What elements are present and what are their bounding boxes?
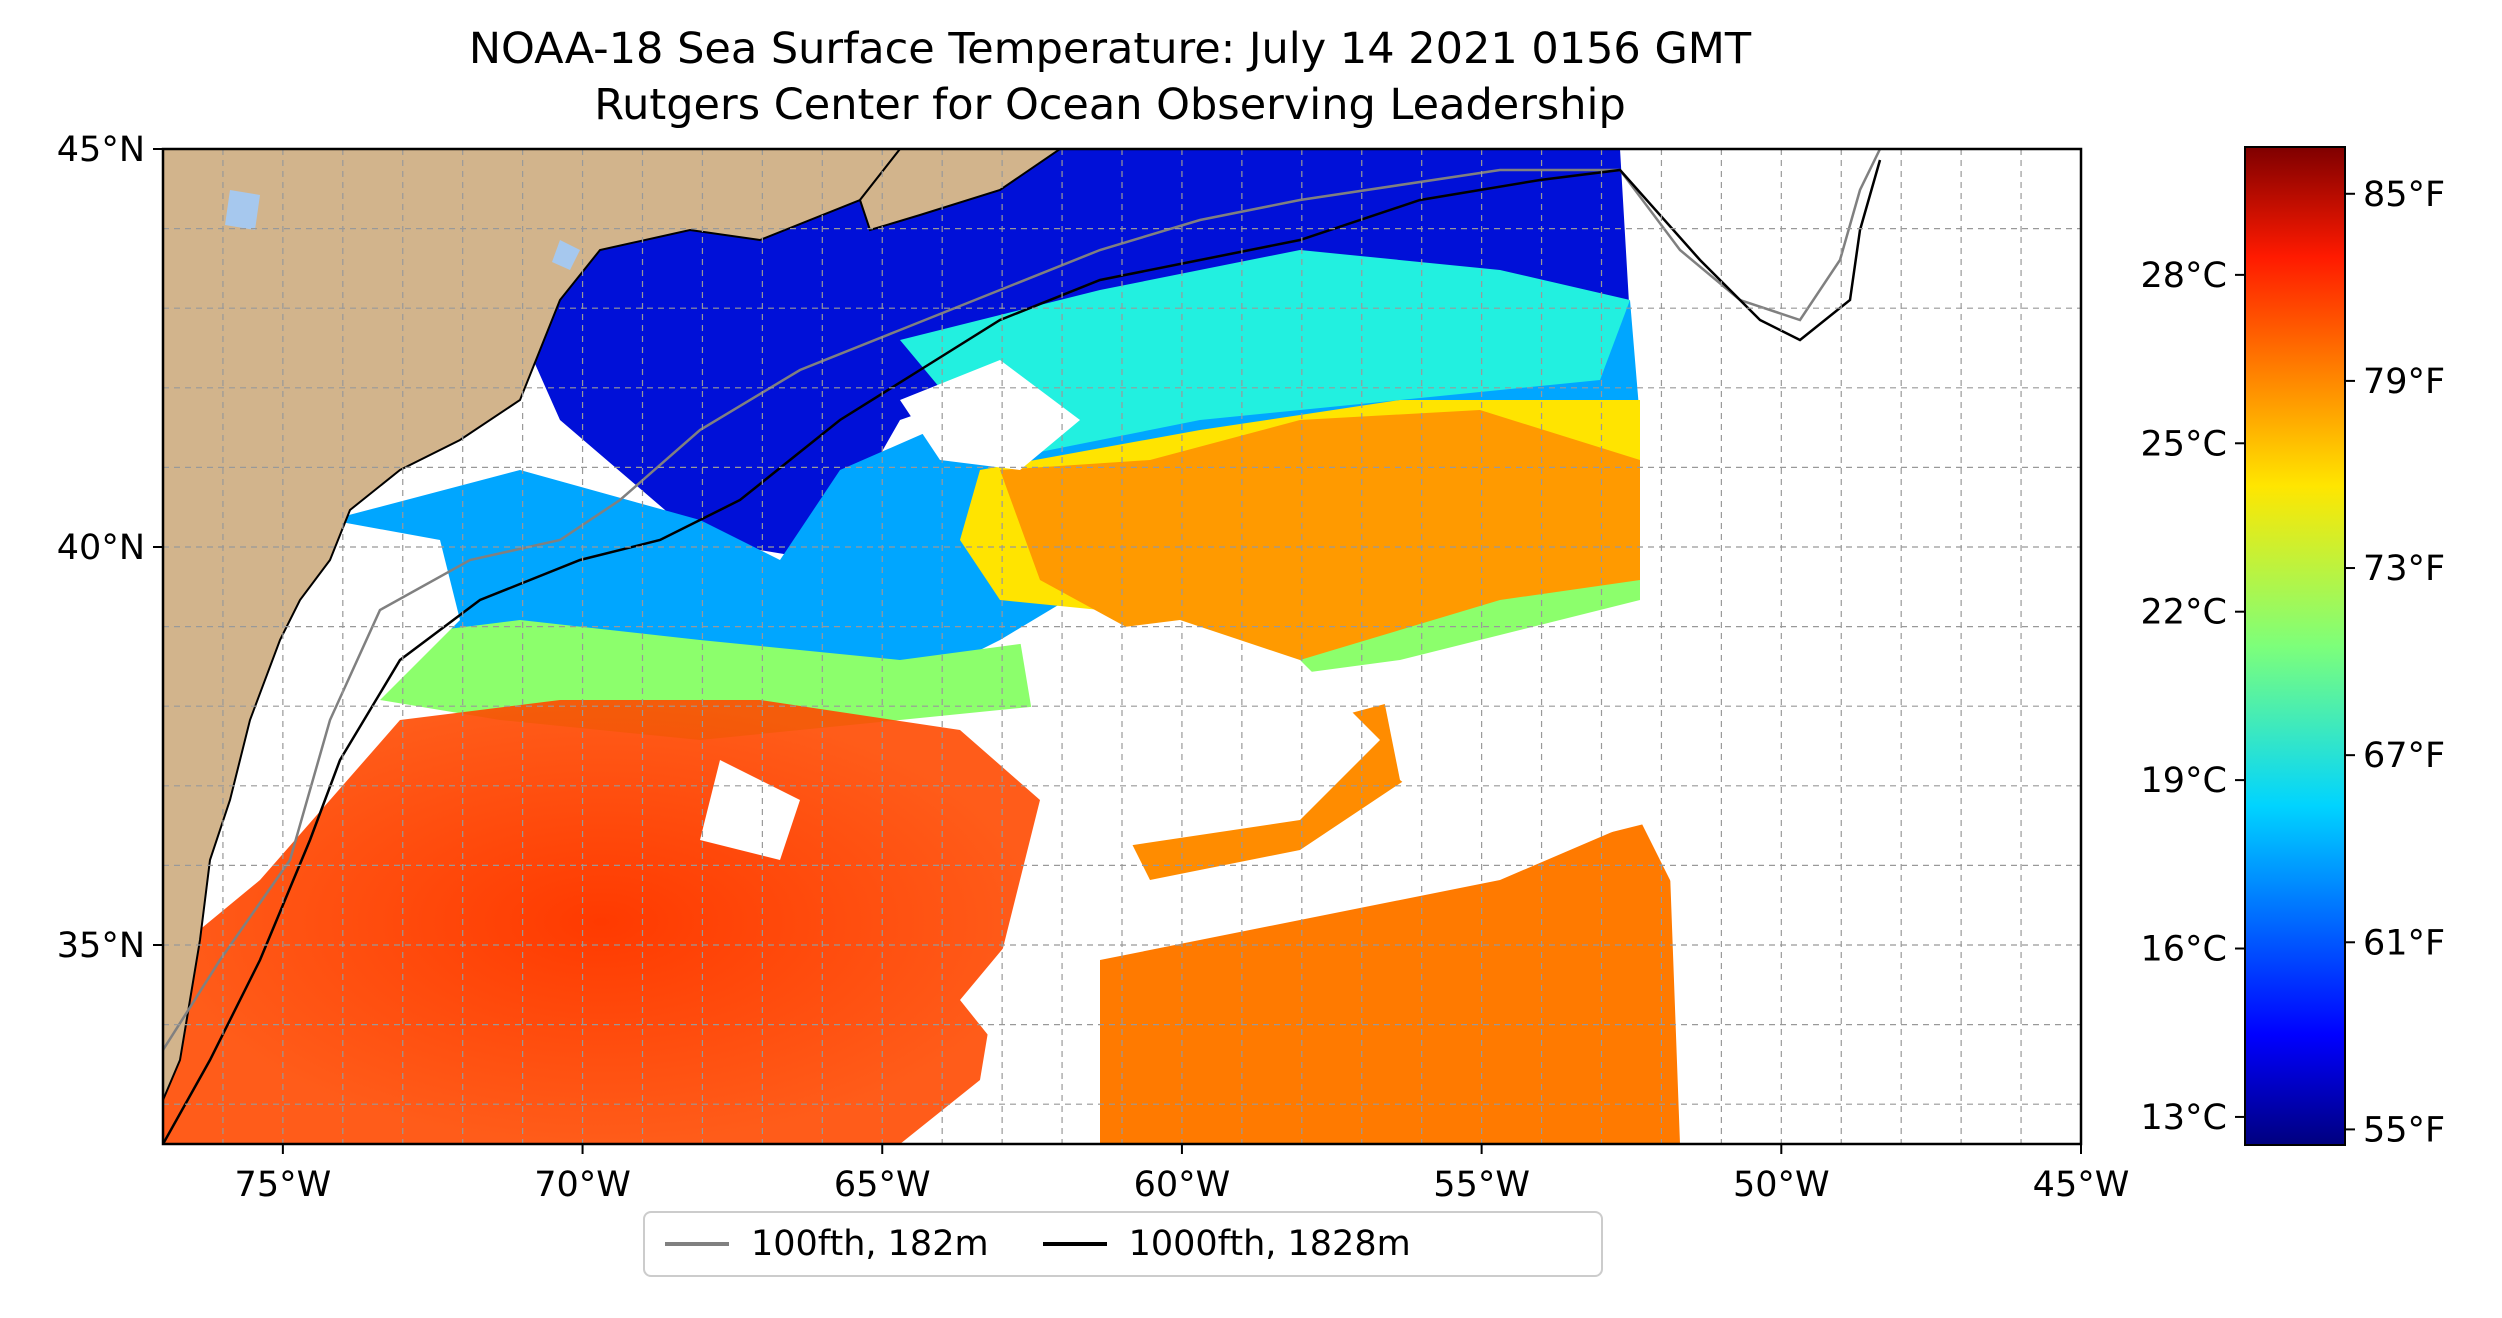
colorbar-gradient <box>2245 147 2345 1145</box>
fahrenheit-tick-label: 67°F <box>2363 736 2445 776</box>
map-frame <box>161 147 2083 1146</box>
green-band <box>360 560 1640 740</box>
fahrenheit-tick-label: 79°F <box>2363 362 2445 402</box>
longitude-axis: 75°W 70°W 65°W 60°W 55°W 50°W 45°W <box>235 1144 2130 1205</box>
lake <box>225 190 260 230</box>
celsius-tick-label: 13°C <box>2141 1098 2227 1138</box>
lon-tick-label: 45°W <box>2033 1165 2130 1205</box>
legend-line-gray <box>665 1242 729 1246</box>
chart-title: NOAA-18 Sea Surface Temperature: July 14… <box>468 24 1752 74</box>
lon-tick-label: 60°W <box>1134 1165 1231 1205</box>
contour-100fth <box>163 149 1882 1051</box>
legend-item-1000fth: 1000fth, 1828m <box>1042 1224 1411 1264</box>
lon-tick-label: 55°W <box>1433 1165 1530 1205</box>
chart-subtitle: Rutgers Center for Ocean Observing Leade… <box>594 80 1626 130</box>
cloud-gap <box>700 760 800 860</box>
celsius-tick-label: 22°C <box>2141 593 2227 633</box>
fahrenheit-tick-label: 61°F <box>2363 923 2445 963</box>
colorbar: 13°C 16°C 19°C 22°C 25°C 28°C 55°F 61°F 67°F 73°… <box>2141 146 2445 1150</box>
lon-tick-label: 65°W <box>834 1165 931 1205</box>
colorbar-celsius-ticks: 13°C 16°C 19°C 22°C 25°C 28°C <box>2141 256 2245 1138</box>
cloud-gap <box>320 520 460 700</box>
cloud-gap <box>1640 149 2081 1144</box>
legend-label: 100fth, 182m <box>751 1224 989 1264</box>
lat-tick-label: 40°N <box>57 528 145 568</box>
legend-item-100fth: 100fth, 182m <box>665 1224 989 1264</box>
lat-tick-label: 35°N <box>57 926 145 966</box>
celsius-tick-label: 25°C <box>2141 424 2227 464</box>
lon-tick-label: 70°W <box>534 1165 631 1205</box>
cloud-gap <box>1020 620 1380 850</box>
latitude-axis: 35°N 40°N 45°N <box>57 130 163 966</box>
fahrenheit-tick-label: 85°F <box>2363 175 2445 215</box>
southeast-warm-patch <box>1100 820 1680 1144</box>
contour-1000fth <box>163 159 1882 1144</box>
colorbar-fahrenheit-ticks: 55°F 61°F 67°F 73°F 79°F 85°F <box>2345 175 2445 1150</box>
celsius-tick-label: 16°C <box>2141 930 2227 970</box>
sst-field <box>163 149 2081 1144</box>
lake <box>552 240 580 270</box>
fahrenheit-tick-label: 73°F <box>2363 549 2445 589</box>
land-nova-scotia <box>858 149 1062 232</box>
cloud-gap <box>960 880 1120 1050</box>
lon-tick-label: 75°W <box>235 1165 332 1205</box>
colorbar-frame <box>2244 146 2346 1146</box>
land-north-america <box>163 149 902 1101</box>
sst-map: 75°W 70°W 65°W 60°W 55°W 50°W 45°W 35°N 40°N 45°… <box>57 130 2130 1205</box>
legend-label: 1000fth, 1828m <box>1128 1224 1411 1264</box>
lon-tick-label: 50°W <box>1733 1165 1830 1205</box>
cyan-band <box>900 250 1630 460</box>
map-grid <box>162 148 2082 1144</box>
cloud-gap <box>1380 640 1660 860</box>
fahrenheit-tick-label: 55°F <box>2363 1110 2445 1150</box>
lat-tick-label: 45°N <box>57 130 145 170</box>
gulf-stream-warm <box>163 700 1040 1144</box>
orange-patch <box>1000 410 1640 660</box>
legend: 100fth, 182m 1000fth, 1828m <box>643 1211 1603 1277</box>
celsius-tick-label: 28°C <box>2141 256 2227 296</box>
celsius-tick-label: 19°C <box>2141 761 2227 801</box>
legend-line-black <box>1042 1242 1107 1246</box>
